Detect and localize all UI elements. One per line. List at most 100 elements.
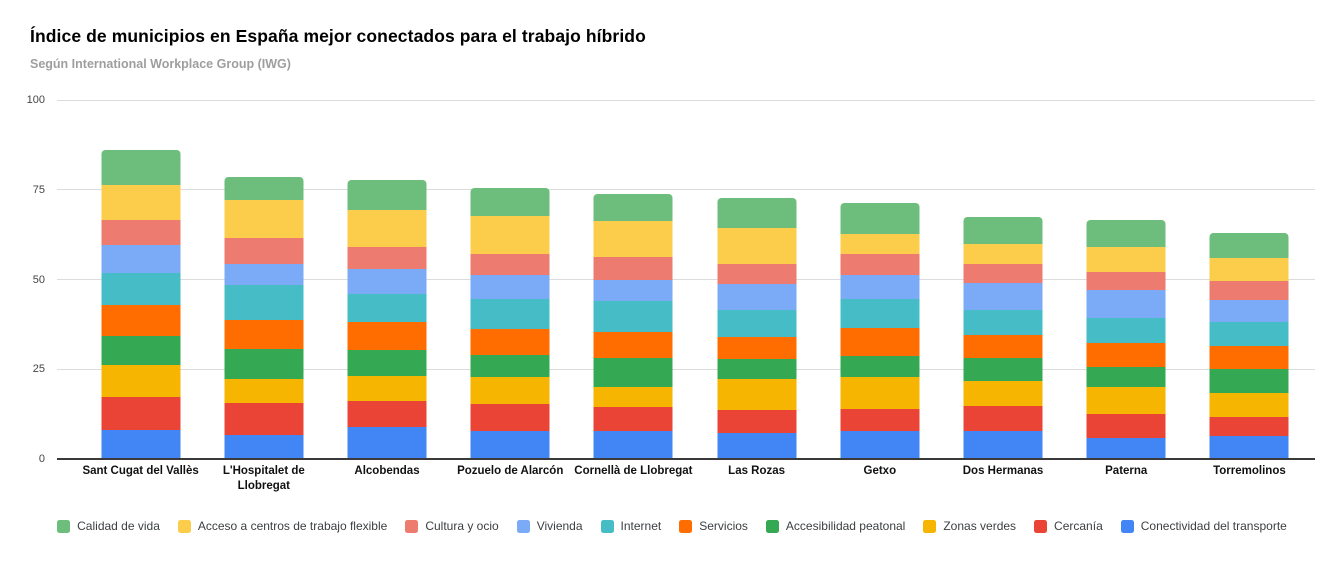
bar-segment[interactable]: [840, 409, 920, 432]
bar-segment[interactable]: [101, 429, 181, 459]
bar-segment[interactable]: [347, 375, 427, 401]
bar-segment[interactable]: [470, 377, 550, 405]
bar-segment[interactable]: [1209, 392, 1289, 417]
bar-segment[interactable]: [470, 404, 550, 432]
bar-segment[interactable]: [1209, 436, 1289, 459]
legend-item[interactable]: Internet: [600, 519, 661, 533]
bar-segment[interactable]: [593, 301, 673, 332]
stacked-bar-1[interactable]: [101, 150, 181, 459]
bar-segment[interactable]: [717, 284, 797, 311]
bar-segment[interactable]: [593, 280, 673, 302]
bar-segment[interactable]: [1086, 437, 1166, 459]
bar-segment[interactable]: [224, 435, 304, 459]
bar-segment[interactable]: [101, 150, 181, 186]
bar-segment[interactable]: [470, 329, 550, 356]
bar-segment[interactable]: [840, 233, 920, 255]
bar-segment[interactable]: [1086, 386, 1166, 415]
bar-segment[interactable]: [963, 431, 1043, 459]
bar-segment[interactable]: [717, 358, 797, 379]
bar-segment[interactable]: [717, 409, 797, 433]
bar-segment[interactable]: [963, 264, 1043, 284]
legend-item[interactable]: Servicios: [679, 519, 748, 533]
bar-segment[interactable]: [470, 254, 550, 276]
bar-segment[interactable]: [1209, 321, 1289, 346]
bar-segment[interactable]: [1209, 232, 1289, 259]
bar-segment[interactable]: [101, 335, 181, 366]
bar-segment[interactable]: [347, 400, 427, 428]
bar-segment[interactable]: [347, 209, 427, 247]
bar-segment[interactable]: [593, 220, 673, 257]
bar-segment[interactable]: [593, 256, 673, 281]
bar-segment[interactable]: [224, 403, 304, 436]
bar-segment[interactable]: [347, 427, 427, 459]
bar-segment[interactable]: [593, 431, 673, 459]
stacked-bar-2[interactable]: [224, 176, 304, 459]
bar-segment[interactable]: [347, 350, 427, 376]
bar-segment[interactable]: [963, 216, 1043, 245]
bar-segment[interactable]: [717, 227, 797, 265]
bar-segment[interactable]: [840, 254, 920, 276]
bar-segment[interactable]: [224, 199, 304, 238]
legend-item[interactable]: Cercanía: [1034, 519, 1103, 533]
stacked-bar-6[interactable]: [717, 198, 797, 459]
stacked-bar-4[interactable]: [470, 187, 550, 459]
bar-segment[interactable]: [1086, 272, 1166, 291]
bar-segment[interactable]: [101, 304, 181, 336]
legend-item[interactable]: Acceso a centros de trabajo flexible: [177, 519, 387, 533]
bar-segment[interactable]: [101, 396, 181, 430]
bar-segment[interactable]: [347, 180, 427, 210]
stacked-bar-5[interactable]: [593, 194, 673, 459]
bar-segment[interactable]: [717, 198, 797, 228]
bar-segment[interactable]: [224, 320, 304, 350]
bar-segment[interactable]: [1209, 368, 1289, 393]
bar-segment[interactable]: [470, 431, 550, 459]
legend-item[interactable]: Vivienda: [516, 519, 583, 533]
bar-segment[interactable]: [101, 365, 181, 397]
legend-item[interactable]: Zonas verdes: [923, 519, 1016, 533]
bar-segment[interactable]: [1086, 290, 1166, 318]
bar-segment[interactable]: [101, 273, 181, 305]
bar-segment[interactable]: [1209, 345, 1289, 369]
legend-item[interactable]: Calidad de vida: [57, 519, 160, 533]
bar-segment[interactable]: [840, 431, 920, 459]
bar-segment[interactable]: [1209, 281, 1289, 300]
bar-segment[interactable]: [963, 380, 1043, 406]
legend-item[interactable]: Conectividad del transporte: [1120, 519, 1287, 533]
bar-segment[interactable]: [1209, 416, 1289, 437]
bar-segment[interactable]: [963, 335, 1043, 358]
bar-segment[interactable]: [593, 386, 673, 407]
bar-segment[interactable]: [717, 264, 797, 285]
bar-segment[interactable]: [224, 378, 304, 404]
bar-segment[interactable]: [840, 356, 920, 377]
bar-segment[interactable]: [470, 298, 550, 330]
bar-segment[interactable]: [470, 355, 550, 378]
bar-segment[interactable]: [224, 264, 304, 285]
bar-segment[interactable]: [347, 293, 427, 323]
bar-segment[interactable]: [963, 405, 1043, 432]
bar-segment[interactable]: [470, 275, 550, 299]
bar-segment[interactable]: [1209, 299, 1289, 322]
stacked-bar-9[interactable]: [1086, 219, 1166, 459]
bar-segment[interactable]: [840, 376, 920, 410]
bar-segment[interactable]: [717, 336, 797, 359]
bar-segment[interactable]: [963, 310, 1043, 336]
bar-segment[interactable]: [593, 331, 673, 358]
bar-segment[interactable]: [963, 357, 1043, 381]
bar-segment[interactable]: [347, 322, 427, 351]
bar-segment[interactable]: [717, 310, 797, 337]
bar-segment[interactable]: [101, 244, 181, 274]
bar-segment[interactable]: [224, 237, 304, 265]
bar-segment[interactable]: [1086, 219, 1166, 248]
bar-segment[interactable]: [347, 246, 427, 270]
bar-segment[interactable]: [840, 328, 920, 356]
stacked-bar-8[interactable]: [963, 216, 1043, 459]
bar-segment[interactable]: [1086, 342, 1166, 368]
bar-segment[interactable]: [1209, 258, 1289, 282]
bar-segment[interactable]: [593, 406, 673, 432]
legend-item[interactable]: Cultura y ocio: [405, 519, 499, 533]
bar-segment[interactable]: [840, 299, 920, 329]
bar-segment[interactable]: [1086, 247, 1166, 273]
bar-segment[interactable]: [717, 378, 797, 410]
bar-segment[interactable]: [840, 275, 920, 300]
bar-segment[interactable]: [593, 357, 673, 387]
